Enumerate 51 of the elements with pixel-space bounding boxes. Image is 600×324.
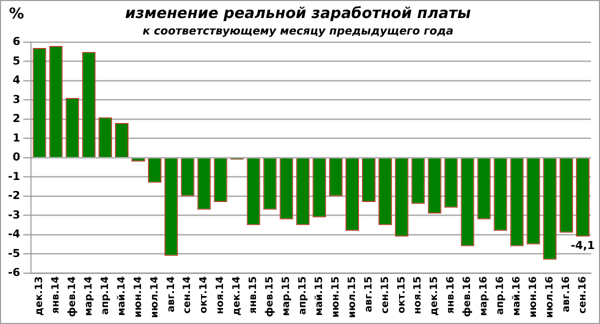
y-tick-label: -2 xyxy=(8,189,20,202)
x-tick-label: фев.16 xyxy=(462,276,474,317)
x-tick-label: авг.14 xyxy=(166,276,177,312)
x-tick-label: ноя.15 xyxy=(412,276,424,314)
x-tick-label: мар.14 xyxy=(83,276,94,316)
y-tick-label: -4 xyxy=(8,228,21,241)
chart-title: изменение реальной заработной платы xyxy=(125,4,472,22)
y-axis-title: % xyxy=(9,4,24,22)
x-tick-label: сен.14 xyxy=(182,276,194,314)
x-tick-label: янв.16 xyxy=(446,276,457,314)
x-tick-label: дек.15 xyxy=(429,276,440,316)
x-tick-label: авг.15 xyxy=(363,276,374,312)
x-tick-label: июл.14 xyxy=(149,276,160,318)
y-tick-label: 2 xyxy=(12,112,20,126)
x-tick-label: апр.14 xyxy=(100,276,111,315)
y-tick-label: 0 xyxy=(12,150,21,164)
x-tick-label: июн.15 xyxy=(330,276,342,318)
x-tick-label: окт.14 xyxy=(198,276,210,314)
y-tick-label: 1 xyxy=(12,131,20,144)
x-tick-label: май.16 xyxy=(512,276,523,316)
y-tick-label: 3 xyxy=(12,92,20,106)
x-tick-label: июл.15 xyxy=(346,276,358,318)
x-tick-label: дек.14 xyxy=(232,276,243,316)
x-tick-label: фев.15 xyxy=(264,276,276,317)
x-tick-label: янв.14 xyxy=(50,276,62,314)
x-tick-label: мар.16 xyxy=(478,276,490,316)
x-tick-label: июн.16 xyxy=(528,276,539,318)
y-tick-label: -5 xyxy=(8,246,20,260)
x-tick-label: апр.15 xyxy=(297,276,308,315)
y-tick-label: 5 xyxy=(12,54,20,68)
x-tick-label: июл.16 xyxy=(544,276,556,318)
y-tick-label: -1 xyxy=(8,170,20,183)
x-tick-label: фев.14 xyxy=(66,276,78,317)
x-tick-label: ноя.14 xyxy=(215,276,226,314)
x-tick-label: янв.15 xyxy=(248,276,260,314)
y-tick-label: 4 xyxy=(12,74,21,87)
x-tick-label: апр.16 xyxy=(495,276,506,315)
x-tick-label: май.14 xyxy=(116,276,128,316)
y-tick-label: 6 xyxy=(12,35,21,48)
x-tick-label: дек.13 xyxy=(34,276,46,316)
chart-subtitle: к соответствующему месяцу предыдущего года xyxy=(142,24,454,38)
x-tick-label: сен.15 xyxy=(380,276,391,314)
x-tick-label: сен.16 xyxy=(577,276,588,314)
x-tick-label: май.15 xyxy=(314,276,325,316)
y-tick-label: -6 xyxy=(8,266,21,280)
x-tick-label: июн.14 xyxy=(132,276,144,318)
y-tick-label: -3 xyxy=(8,208,20,222)
x-tick-label: мар.15 xyxy=(281,276,292,316)
x-tick-label: окт.15 xyxy=(396,276,408,314)
data-label: -4,1 xyxy=(570,239,595,252)
x-tick-label: авг.16 xyxy=(560,276,572,312)
